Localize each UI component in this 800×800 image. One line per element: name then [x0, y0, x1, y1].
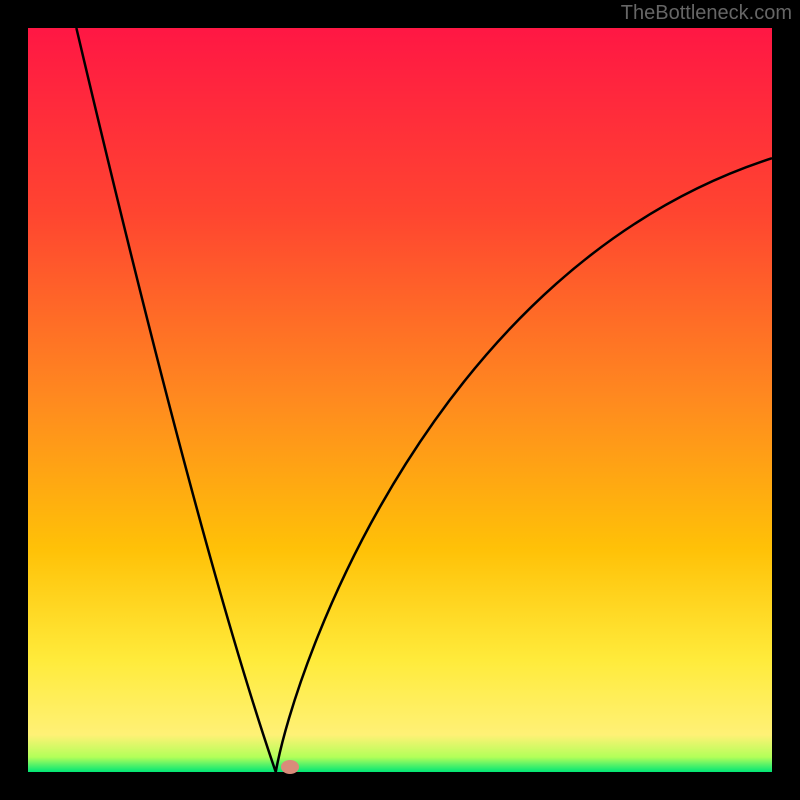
plot-gradient-area: [28, 28, 772, 772]
watermark-text: TheBottleneck.com: [621, 2, 792, 25]
bottleneck-curve: [76, 28, 772, 772]
bottleneck-curve-svg: [28, 28, 772, 772]
optimal-point-marker: [281, 760, 299, 774]
